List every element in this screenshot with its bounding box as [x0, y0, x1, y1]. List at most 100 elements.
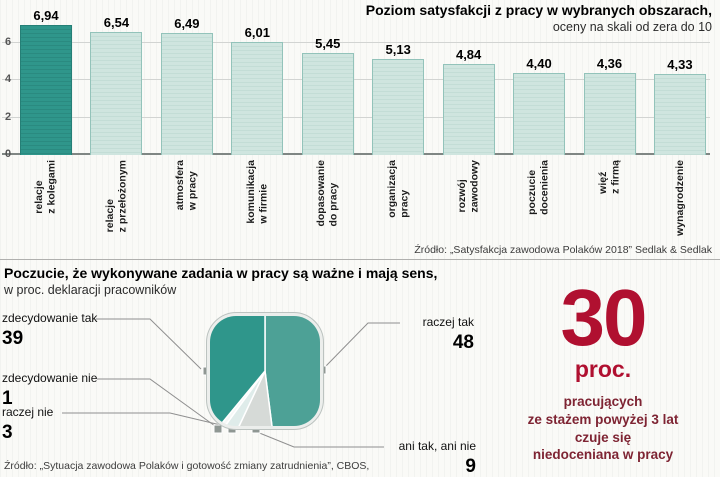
y-tick-label: 0	[5, 148, 12, 160]
callout-line: niedoceniana w pracy	[532, 447, 674, 463]
bar-value-label: 6,01	[244, 25, 270, 41]
callout-number: 30	[560, 273, 648, 362]
bar-category: komunikacja w firmie	[231, 160, 283, 255]
bar-column: 6,94	[20, 8, 72, 155]
bar-7	[513, 72, 566, 155]
bar-category: więź z firmą	[584, 160, 636, 255]
gridline	[2, 79, 710, 80]
bar-category: rozwój zawodowy	[443, 160, 495, 255]
bar-category-label: organizacja pracy	[385, 160, 411, 218]
pie-label-raczej-tak: raczej tak 48	[402, 315, 474, 354]
bar-category: relacje z przełożonym	[90, 160, 142, 255]
bar-value-label: 4,33	[667, 56, 693, 72]
pie-section: Poczucie, że wykonywane zadania w pracy …	[0, 259, 720, 477]
bar-column: 6,01	[231, 25, 284, 155]
bar-category-label: poczucie docenienia	[526, 160, 552, 215]
callout-unit: proc.	[574, 356, 632, 382]
bar-0	[20, 24, 72, 155]
bar-value-label: 4,36	[596, 56, 623, 72]
pie-slice-1	[223, 368, 278, 426]
bar-category-label: relacje z przełożonym	[103, 160, 129, 233]
bar-value-label: 4,84	[455, 47, 482, 63]
pie-label-value: 39	[2, 327, 24, 349]
pie-label-text: zdecydowanie nie	[2, 371, 98, 385]
bar-category: poczucie docenienia	[513, 160, 565, 255]
bar-column: 6,54	[90, 15, 143, 155]
pie-slice-2	[210, 370, 266, 426]
bar-chart-subtitle: oceny na skali od zera do 10	[552, 20, 712, 34]
pie-label-value: 3	[2, 421, 13, 443]
pie-label-raczej-nie: raczej nie 3	[2, 405, 54, 444]
bar-category-label: komunikacja w firmie	[244, 160, 270, 224]
y-tick-label: 4	[5, 73, 12, 85]
bar-category-label: wynagrodzenie	[673, 160, 686, 236]
pie-chart-source: Źródło: „Sytuacja zawodowa Polaków i got…	[4, 460, 370, 472]
bar-column: 4,40	[513, 55, 566, 155]
bar-category-label: dopasowanie do pracy	[315, 160, 340, 227]
leader-line-raczej-tak	[324, 322, 400, 368]
pie-chart-subtitle: w proc. deklaracji pracowników	[4, 283, 177, 297]
pie-label-zdecydowanie-tak: zdecydowanie tak 39	[2, 311, 98, 350]
bar-2	[160, 33, 213, 155]
leader-line-zdecydowanie-nie	[97, 378, 216, 427]
bar-chart-title: Poziom satysfakcji z pracy w wybranych o…	[365, 2, 712, 18]
bar-5	[372, 58, 425, 155]
bar-chart-plot: 0 2 4 6 6,94 6,54 6,49 6,01 5,45 5,13 4,84 4,40 4,3…	[0, 5, 720, 160]
pie-chart-title: Poczucie, że wykonywane zadania w pracy …	[4, 265, 438, 281]
pie-slice-4	[210, 316, 266, 426]
y-tick-label: 2	[5, 110, 12, 123]
bar-category: organizacja pracy	[372, 160, 424, 255]
pie-label-text: raczej nie	[2, 405, 54, 419]
bar-6	[442, 64, 495, 155]
pie-label-ani-tak-ani-nie: ani tak, ani nie 9	[380, 439, 476, 477]
pie-label-value: 48	[452, 331, 474, 353]
leader-line-raczej-nie	[62, 412, 230, 428]
bar-value-label: 5,45	[315, 35, 341, 51]
bar-3	[231, 42, 284, 155]
pie-chart-svg	[206, 312, 324, 430]
callout-line: ze stażem powyżej 3 lat	[527, 411, 679, 427]
bar-column: 5,45	[301, 35, 354, 155]
bar-category: dopasowanie do pracy	[302, 160, 354, 255]
x-axis-line	[2, 153, 710, 155]
pie-label-text: zdecydowanie tak	[2, 311, 98, 325]
y-tick-label: 6	[5, 35, 12, 48]
pie-label-text: raczej tak	[422, 315, 474, 329]
bar-chart-bars: 6,94 6,54 6,49 6,01 5,45 5,13 4,84 4,40 4,36 4,33	[20, 5, 706, 155]
bar-column: 4,33	[653, 56, 706, 155]
bar-9	[653, 73, 706, 155]
bar-value-label: 5,13	[385, 41, 411, 57]
bar-value-label: 6,49	[174, 16, 200, 32]
gridline	[2, 116, 710, 118]
pie-label-text: ani tak, ani nie	[398, 439, 476, 453]
pie-label-value: 9	[465, 455, 476, 477]
callout-line: czuje się	[574, 429, 632, 445]
bar-category-label: relacje z kolegami	[33, 160, 58, 214]
bar-column: 4,36	[583, 56, 636, 155]
bar-column: 6,49	[160, 16, 213, 155]
bar-category: atmosfera w pracy	[161, 160, 213, 255]
bar-column: 4,84	[442, 47, 495, 155]
callout-block: 30 proc. pracujących ze stażem powyżej 3…	[495, 273, 711, 464]
bar-category-label: atmosfera w pracy	[174, 160, 199, 211]
bar-category: wynagrodzenie	[654, 160, 706, 255]
bar-chart-categories: relacje z kolegami relacje z przełożonym a…	[20, 160, 706, 255]
bar-value-label: 4,40	[526, 55, 552, 71]
bar-category-label: rozwój zawodowy	[456, 160, 481, 213]
bar-category: relacje z kolegami	[20, 160, 72, 255]
callout-text: pracujących ze stażem powyżej 3 lat czuj…	[495, 393, 711, 464]
bar-1	[90, 32, 143, 155]
bar-category-label: więź z firmą	[596, 160, 622, 194]
pie-slice-0	[264, 316, 320, 426]
bar-chart-section: Poziom satysfakcji z pracy w wybranych o…	[0, 2, 720, 256]
bar-8	[583, 73, 636, 155]
pie-label-zdecydowanie-nie: zdecydowanie nie 1	[2, 371, 98, 410]
pie-label-value: 1	[2, 387, 13, 409]
leader-line-zdecydowanie-tak	[96, 318, 202, 370]
bar-chart-source: Źródło: „Satysfakcja zawodowa Polaków 20…	[414, 244, 712, 256]
leader-line-ani-tak-ani-nie	[256, 431, 384, 448]
gridline	[2, 41, 710, 43]
bar-4	[301, 52, 354, 155]
bar-value-label: 6,54	[103, 15, 130, 31]
